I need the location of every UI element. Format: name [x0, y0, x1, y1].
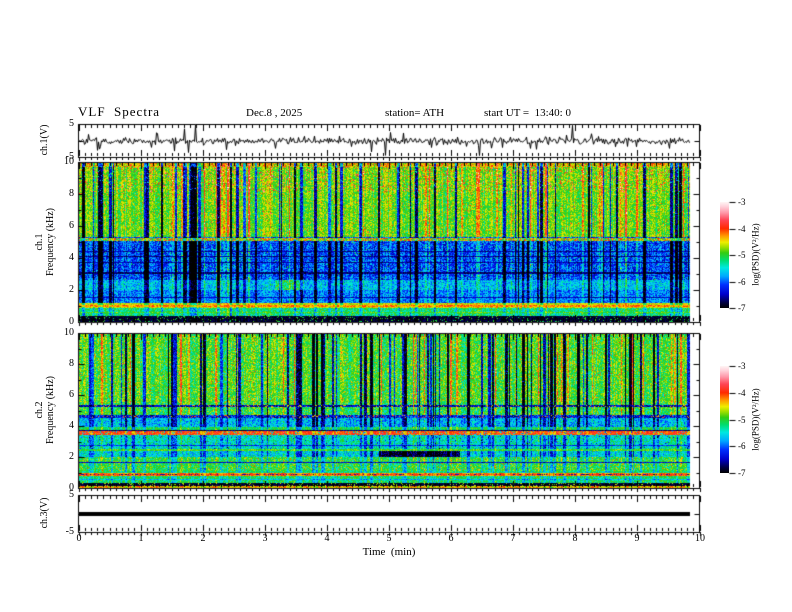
- colorbar-ch2: [720, 366, 729, 473]
- x-tick-label: 10: [695, 533, 705, 544]
- date-label: Dec.8 , 2025: [246, 107, 303, 119]
- y-tick-label: 0: [69, 316, 74, 327]
- ch3-wave-ylabel: ch.3(V): [39, 497, 50, 529]
- colorbar-label-ch2: log(PSD)(V²/Hz): [750, 388, 761, 451]
- ch1-spec-ylabel-line2: Frequency (kHz): [45, 207, 56, 277]
- x-tick-label: 6: [448, 533, 454, 544]
- start-ut-label: start UT = 13:40: 0: [484, 107, 571, 119]
- x-tick-label: 9: [634, 533, 640, 544]
- x-tick-label: 4: [324, 533, 330, 544]
- ch3-waveform-canvas: [79, 496, 699, 532]
- ch2-spec-ylabel-line1: ch.2: [34, 401, 45, 419]
- ch1-spec-ylabel-line1: ch.1: [34, 233, 45, 251]
- figure-title: VLF Spectra: [78, 104, 161, 119]
- ch1-spectrogram-canvas: [79, 163, 699, 322]
- x-tick-label: 5: [386, 533, 392, 544]
- y-tick-label: 10: [64, 327, 74, 338]
- x-tick-label: 8: [572, 533, 578, 544]
- ch2-spectrogram-canvas: [79, 334, 699, 488]
- x-tick-label: 1: [138, 533, 144, 544]
- ch1-waveform-canvas: [79, 125, 699, 157]
- station-label: station= ATH: [385, 107, 445, 119]
- xlabel-time: Time (min): [362, 546, 416, 558]
- ch2-spec-ylabel: ch.2 Frequency (kHz): [34, 352, 56, 468]
- colorbar-ch1: [720, 202, 729, 308]
- colorbar-tick-label: -7: [738, 468, 746, 478]
- colorbar-label-ch1: log(PSD)(V²/Hz): [750, 223, 761, 286]
- x-tick-label: 2: [200, 533, 206, 544]
- colorbar-tick-label: -7: [738, 303, 746, 313]
- ch1-spec-ylabel: ch.1 Frequency (kHz): [34, 184, 56, 300]
- x-tick-label: 0: [76, 533, 82, 544]
- x-tick-label: 3: [262, 533, 268, 544]
- ch1-wave-ylabel: ch.1(V): [39, 124, 50, 156]
- x-tick-label: 7: [510, 533, 516, 544]
- ch2-spec-ylabel-line2: Frequency (kHz): [45, 375, 56, 445]
